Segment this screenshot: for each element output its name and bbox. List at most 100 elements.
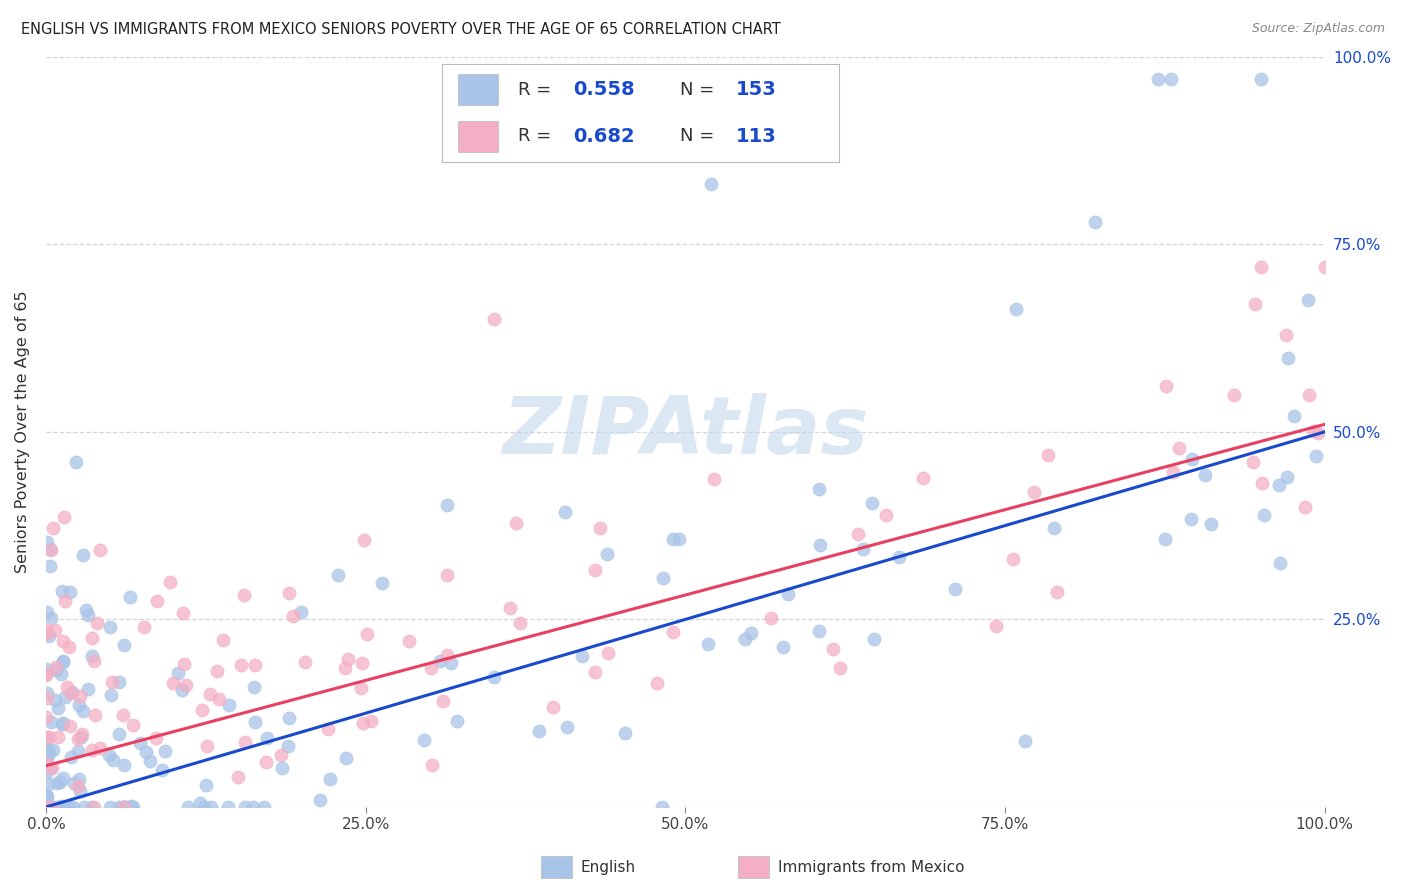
Point	[72, 704, 94, 718]
Point	[67, 779, 90, 793]
Point	[51, 771, 73, 785]
Point	[35, 800, 58, 814]
Point	[44, 693, 66, 707]
Point	[943, 582, 966, 597]
Point	[177, 800, 200, 814]
Point	[38, 629, 60, 643]
Point	[350, 656, 373, 670]
Point	[195, 739, 218, 753]
Point	[281, 609, 304, 624]
Point	[245, 715, 267, 730]
Point	[69, 730, 91, 744]
Point	[772, 640, 794, 655]
Point	[333, 660, 356, 674]
Point	[35, 744, 58, 758]
Point	[35, 535, 58, 549]
Text: ZIPAtlas: ZIPAtlas	[502, 392, 869, 471]
Point	[1024, 484, 1046, 499]
Point	[39, 541, 62, 556]
Point	[583, 563, 606, 577]
Point	[162, 676, 184, 690]
Point	[38, 730, 60, 744]
Point	[243, 680, 266, 694]
Point	[808, 538, 831, 552]
Point	[860, 496, 883, 510]
Point	[1001, 551, 1024, 566]
Point	[65, 455, 87, 469]
Point	[1253, 508, 1275, 522]
Point	[309, 793, 332, 807]
Point	[35, 710, 58, 724]
Point	[1277, 470, 1299, 484]
Point	[1305, 449, 1327, 463]
Point	[35, 668, 58, 682]
Point	[52, 634, 75, 648]
Point	[807, 624, 830, 638]
Point	[46, 700, 69, 714]
Point	[114, 800, 136, 814]
Point	[420, 757, 443, 772]
Point	[51, 798, 73, 813]
Point	[1199, 517, 1222, 532]
Text: ENGLISH VS IMMIGRANTS FROM MEXICO SENIORS POVERTY OVER THE AGE OF 65 CORRELATION: ENGLISH VS IMMIGRANTS FROM MEXICO SENIOR…	[21, 22, 780, 37]
Point	[52, 655, 75, 669]
Point	[53, 510, 76, 524]
Point	[1154, 532, 1177, 546]
Point	[167, 666, 190, 681]
Point	[700, 178, 723, 192]
Point	[254, 755, 277, 769]
Point	[129, 736, 152, 750]
Point	[67, 732, 90, 747]
Point	[652, 571, 675, 585]
Point	[277, 739, 299, 753]
Point	[45, 660, 67, 674]
Point	[830, 661, 852, 675]
Point	[398, 634, 420, 648]
Point	[1294, 500, 1316, 514]
Point	[278, 585, 301, 599]
Point	[37, 789, 59, 804]
Point	[233, 587, 256, 601]
Point	[356, 627, 378, 641]
Point	[35, 800, 58, 814]
Point	[63, 776, 86, 790]
Point	[1302, 424, 1324, 438]
Point	[35, 766, 58, 780]
Point	[51, 583, 73, 598]
Point	[482, 312, 505, 326]
Point	[75, 603, 97, 617]
Point	[35, 691, 58, 706]
Point	[69, 784, 91, 798]
Point	[1194, 467, 1216, 482]
Point	[82, 632, 104, 646]
Point	[60, 685, 83, 699]
Point	[1168, 442, 1191, 456]
Point	[174, 677, 197, 691]
Point	[316, 723, 339, 737]
Point	[807, 482, 830, 496]
Point	[69, 689, 91, 703]
Point	[35, 605, 58, 619]
Point	[120, 590, 142, 604]
Point	[108, 727, 131, 741]
Point	[41, 800, 63, 814]
Point	[53, 690, 76, 705]
Point	[52, 655, 75, 669]
Point	[1181, 452, 1204, 467]
Point	[146, 594, 169, 608]
Point	[98, 747, 121, 762]
Point	[1267, 478, 1289, 492]
Point	[66, 744, 89, 758]
Point	[46, 800, 69, 814]
Point	[48, 774, 70, 789]
Point	[208, 691, 231, 706]
Point	[59, 584, 82, 599]
Point	[53, 593, 76, 607]
Point	[35, 789, 58, 803]
Point	[98, 620, 121, 634]
Text: Source: ZipAtlas.com: Source: ZipAtlas.com	[1251, 22, 1385, 36]
Point	[67, 772, 90, 786]
Point	[863, 632, 886, 646]
Point	[172, 606, 194, 620]
Point	[1038, 448, 1060, 462]
